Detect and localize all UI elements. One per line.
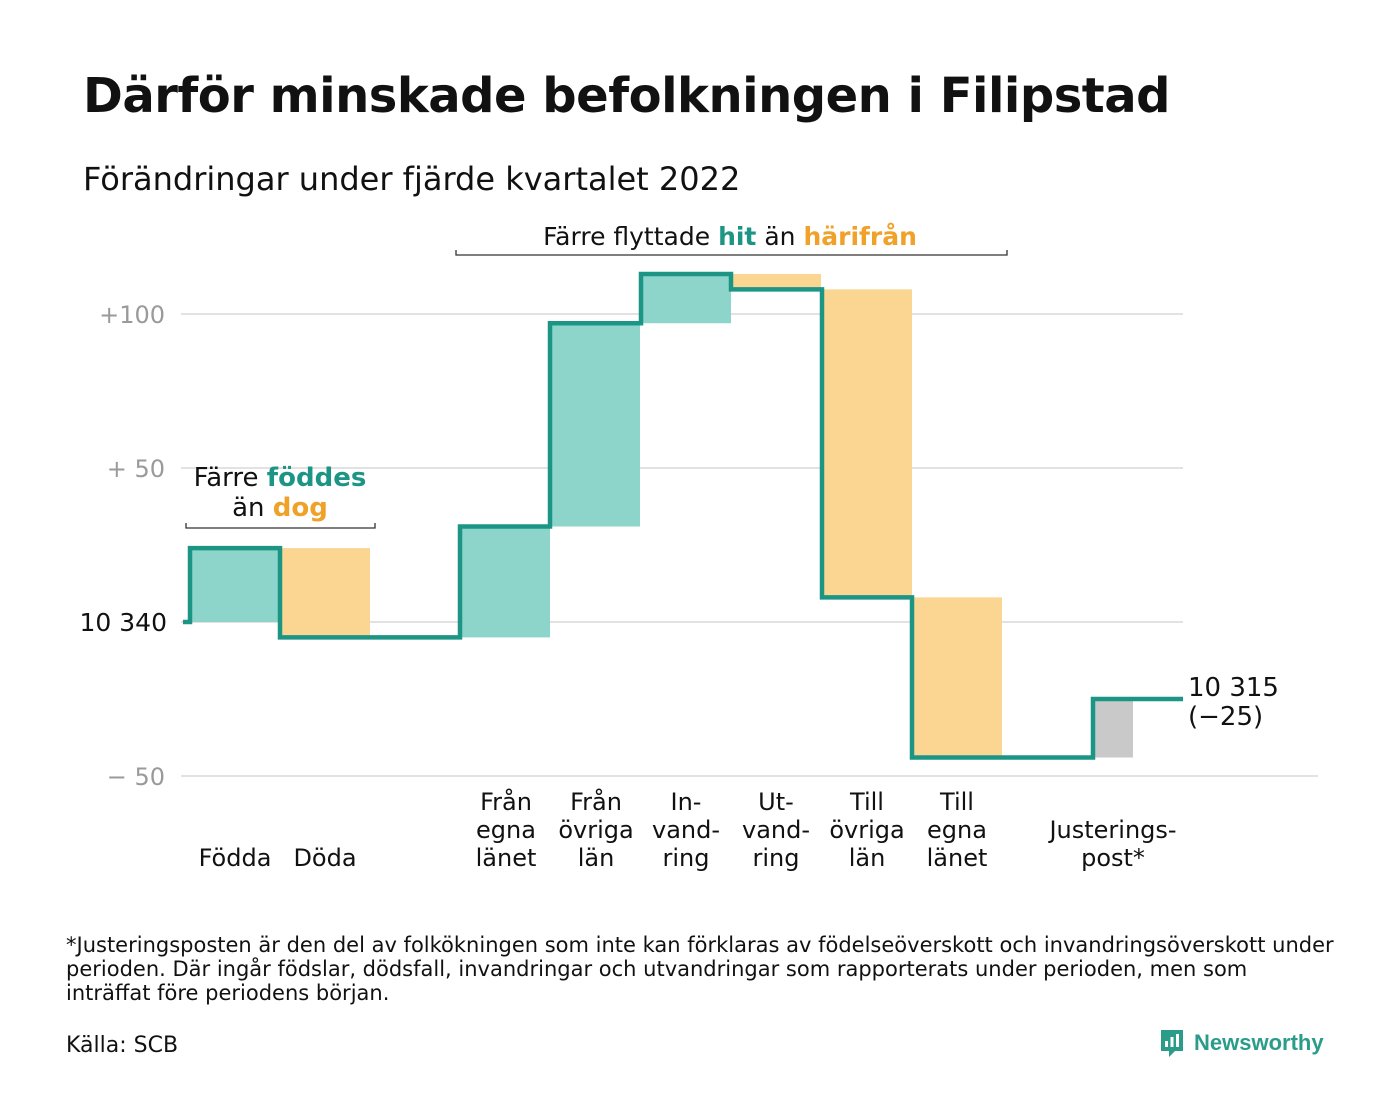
y-tick-label: − 50	[107, 763, 165, 791]
brand-name: Newsworthy	[1194, 1030, 1324, 1055]
category-label: Till	[939, 788, 974, 816]
annotation-migration-part: hit	[718, 222, 756, 251]
category-label: Födda	[199, 844, 272, 872]
category-label: egna	[927, 816, 987, 844]
bar-2	[280, 548, 370, 638]
bar-6	[731, 273, 821, 290]
category-label: Justerings-	[1047, 816, 1176, 844]
y-tick-label: +100	[99, 301, 165, 329]
category-label: Döda	[293, 844, 356, 872]
annotation-migration-part: härifrån	[803, 222, 916, 251]
newsworthy-logo-icon	[1161, 1030, 1183, 1057]
chart-subtitle: Förändringar under fjärde kvartalet 2022	[83, 160, 741, 198]
baseline-label: 10 340	[80, 608, 167, 637]
annotation-migration: Färre flyttade hit än härifrån	[543, 222, 917, 251]
category-label: Från	[480, 787, 532, 816]
bar-5	[641, 273, 731, 324]
category-label: ring	[753, 844, 800, 872]
y-tick-label: + 50	[107, 455, 165, 483]
bar-8	[912, 597, 1002, 758]
bar-9	[1093, 699, 1133, 758]
annotation-migration-part: Färre flyttade	[543, 222, 718, 251]
annotation-births-line1-part: Färre	[194, 463, 267, 493]
bar-7	[822, 289, 912, 598]
category-label: egna	[476, 816, 536, 844]
category-label: län	[578, 844, 615, 872]
bar-3	[460, 526, 550, 638]
annotation-migration-part: än	[756, 222, 803, 251]
category-label: Till	[849, 788, 884, 816]
category-label: In-	[671, 788, 702, 816]
source-note: Källa: SCB	[66, 1033, 179, 1058]
category-label: vand-	[742, 816, 810, 844]
bar-1	[190, 548, 280, 622]
end-total-label: 10 315	[1188, 673, 1279, 703]
annotation-births-line2-part: dog	[273, 493, 328, 523]
footnote: *Justeringsposten är den del av folkökni…	[66, 933, 1334, 1005]
annotation-births-line1: Färre föddes	[194, 463, 367, 493]
annotation-births-line1-part: föddes	[267, 463, 367, 493]
category-label: vand-	[652, 816, 720, 844]
chart-title: Därför minskade befolkningen i Filipstad	[83, 68, 1170, 124]
bar-4	[550, 323, 640, 527]
category-label: övriga	[829, 816, 904, 844]
category-label: länet	[927, 844, 988, 872]
annotation-migration-bracket	[455, 250, 1008, 256]
annotation-births-line2-part: än	[232, 493, 273, 523]
end-change-label: (−25)	[1188, 702, 1263, 732]
running-total-line	[183, 271, 1183, 760]
annotation-births-bracket	[185, 523, 376, 529]
category-label: post*	[1081, 844, 1145, 872]
category-label: ring	[663, 844, 710, 872]
annotation-births-line2: än dog	[232, 493, 328, 523]
category-label: Ut-	[758, 788, 794, 816]
category-label: Från	[570, 787, 622, 816]
brand-logo: Newsworthy	[1158, 1027, 1324, 1059]
category-label: länet	[476, 844, 537, 872]
category-label: övriga	[558, 816, 633, 844]
category-label: län	[849, 844, 886, 872]
